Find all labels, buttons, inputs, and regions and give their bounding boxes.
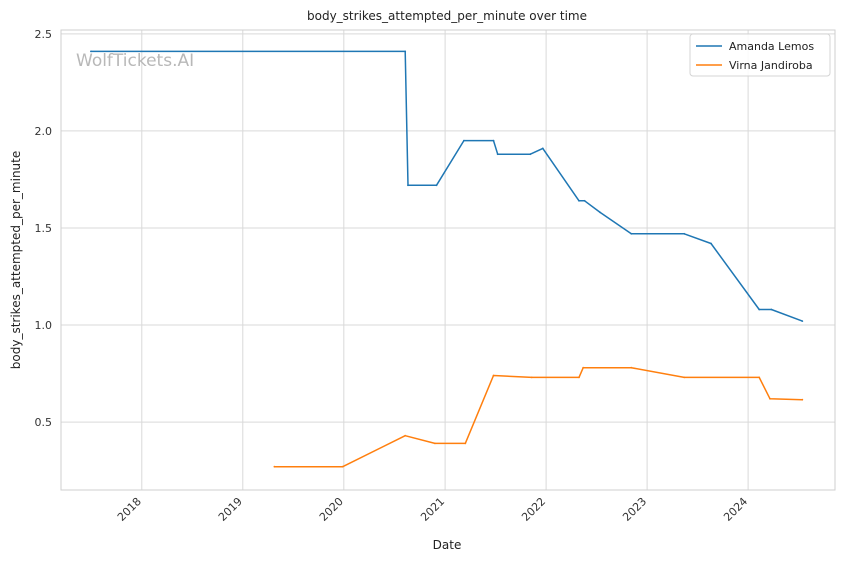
y-tick-label: 2.0	[35, 125, 53, 138]
data-point-virna-jandiroba	[769, 397, 771, 400]
data-point-virna-jandiroba	[273, 465, 276, 468]
y-tick-label: 0.5	[35, 416, 53, 429]
y-axis-title: body_strikes_attempted_per_minute	[9, 151, 23, 369]
data-point-amanda-lemos	[529, 153, 532, 156]
x-tick-label: 2018	[115, 495, 144, 524]
legend-label-virna-jandiroba: Virna Jandiroba	[729, 59, 813, 72]
data-point-virna-jandiroba	[530, 376, 533, 379]
data-point-virna-jandiroba	[341, 465, 344, 468]
data-point-virna-jandiroba	[582, 366, 585, 369]
data-point-virna-jandiroba	[801, 398, 804, 401]
watermark: WolfTickets.AI	[76, 51, 194, 71]
data-point-amanda-lemos	[770, 308, 773, 311]
data-point-amanda-lemos	[541, 147, 544, 150]
x-tick-label: 2024	[721, 495, 750, 524]
chart-title: body_strikes_attempted_per_minute over t…	[307, 9, 587, 23]
data-point-virna-jandiroba	[492, 374, 495, 377]
data-point-virna-jandiroba	[464, 442, 467, 445]
data-point-amanda-lemos	[578, 199, 580, 202]
data-point-amanda-lemos	[583, 199, 586, 202]
x-tick-label: 2022	[519, 495, 548, 524]
data-point-virna-jandiroba	[683, 376, 686, 379]
data-point-amanda-lemos	[404, 50, 407, 53]
series-line-amanda-lemos	[90, 50, 803, 322]
data-point-amanda-lemos	[683, 232, 686, 235]
grid-lines	[61, 30, 835, 490]
x-tick-label: 2020	[317, 495, 346, 524]
x-axis-title: Date	[433, 538, 462, 552]
data-point-amanda-lemos	[496, 153, 499, 156]
data-point-amanda-lemos	[463, 139, 465, 142]
legend-box	[689, 33, 831, 77]
data-point-amanda-lemos	[710, 242, 712, 245]
data-point-amanda-lemos	[758, 308, 761, 311]
plot-area-border	[60, 29, 836, 491]
x-axis-ticks: 2018 2019 2020 2021 2022 2023 2024	[115, 495, 750, 524]
data-point-amanda-lemos	[407, 184, 409, 187]
legend: Amanda Lemos Virna Jandiroba	[689, 33, 831, 77]
data-point-amanda-lemos	[801, 320, 804, 322]
series-layer	[90, 50, 804, 468]
x-tick-label: 2023	[620, 495, 649, 524]
x-tick-label: 2019	[216, 495, 245, 524]
y-tick-label: 2.5	[35, 28, 53, 41]
data-point-amanda-lemos	[630, 232, 633, 235]
data-point-amanda-lemos	[599, 211, 601, 214]
data-point-virna-jandiroba	[434, 442, 436, 445]
y-tick-label: 1.5	[35, 222, 53, 235]
legend-label-amanda-lemos: Amanda Lemos	[729, 40, 814, 53]
data-point-amanda-lemos	[435, 184, 438, 187]
y-axis-ticks: 0.5 1.0 1.5 2.0 2.5	[35, 28, 53, 429]
data-point-virna-jandiroba	[758, 376, 761, 379]
data-point-amanda-lemos	[90, 50, 92, 53]
series-line-virna-jandiroba	[274, 366, 803, 468]
y-tick-label: 1.0	[35, 319, 53, 332]
data-point-virna-jandiroba	[404, 434, 407, 437]
data-point-virna-jandiroba	[630, 366, 633, 369]
data-point-amanda-lemos	[492, 139, 495, 142]
data-point-virna-jandiroba	[578, 376, 580, 379]
x-tick-label: 2021	[418, 495, 447, 524]
